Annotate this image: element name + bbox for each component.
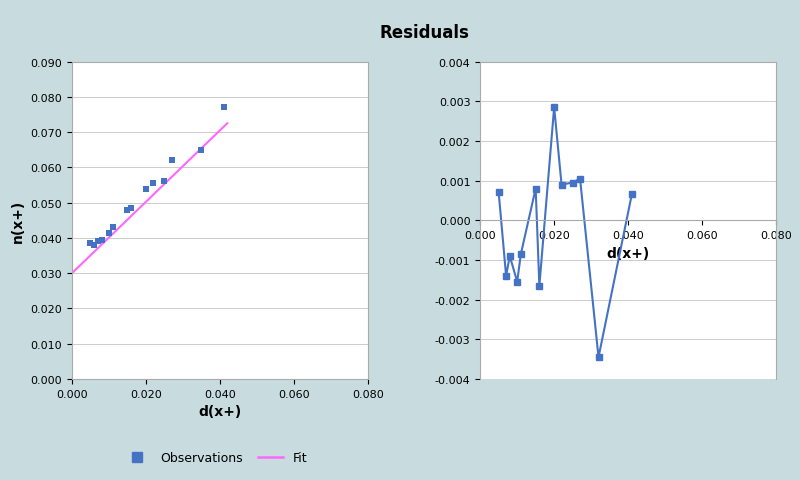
Point bbox=[139, 185, 152, 193]
Point bbox=[106, 224, 119, 232]
X-axis label: d(x+): d(x+) bbox=[606, 246, 650, 260]
Point bbox=[91, 238, 104, 246]
Point bbox=[88, 241, 101, 249]
Y-axis label: n(x+): n(x+) bbox=[11, 199, 25, 242]
Point bbox=[158, 178, 171, 186]
X-axis label: d(x+): d(x+) bbox=[198, 405, 242, 419]
Point bbox=[166, 157, 178, 165]
Point bbox=[195, 146, 208, 154]
Text: Residuals: Residuals bbox=[379, 24, 469, 42]
Legend: Observations, Fit: Observations, Fit bbox=[120, 446, 312, 469]
Point bbox=[217, 104, 230, 112]
Point bbox=[121, 206, 134, 214]
Point bbox=[102, 229, 115, 237]
Point bbox=[125, 204, 138, 212]
Point bbox=[95, 236, 108, 244]
Point bbox=[147, 180, 160, 188]
Point bbox=[84, 240, 97, 248]
